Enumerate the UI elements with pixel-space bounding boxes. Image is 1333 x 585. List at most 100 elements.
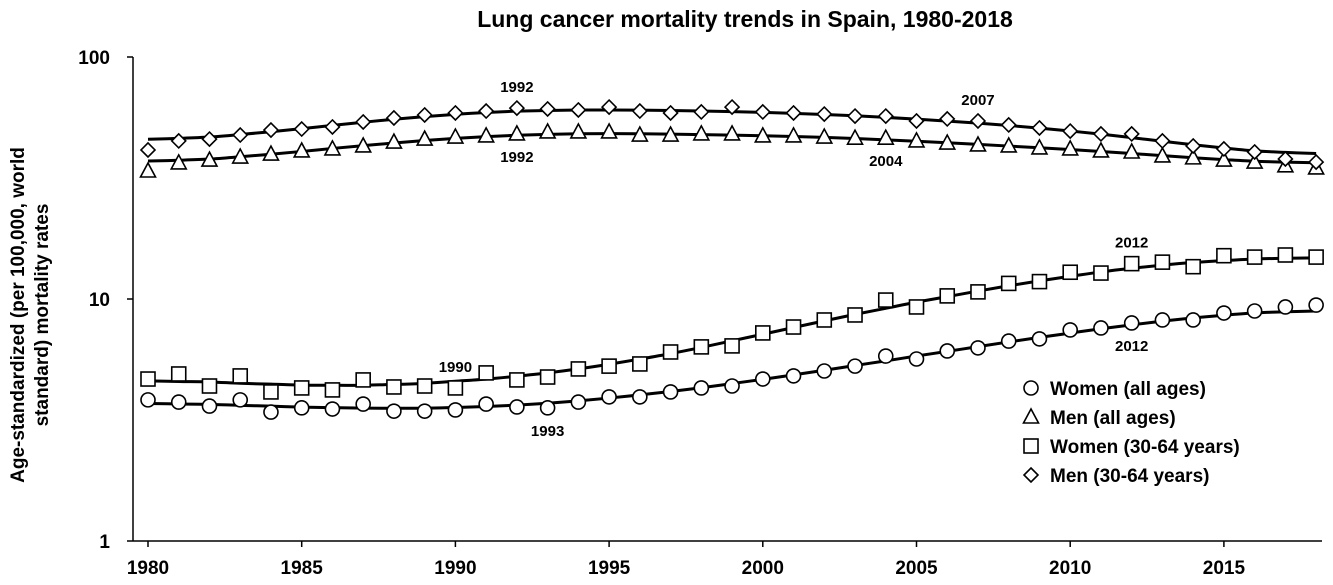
data-point-triangle — [292, 141, 311, 158]
data-point-diamond — [232, 126, 249, 144]
y-tick-label: 1 — [99, 532, 110, 553]
data-point-square — [754, 325, 771, 341]
data-point-square — [908, 299, 925, 315]
y-tick-label: 10 — [89, 290, 110, 311]
data-point-triangle — [600, 122, 618, 139]
x-tick-label: 2000 — [742, 558, 784, 579]
data-point-diamond — [1031, 119, 1048, 137]
data-point-circle — [539, 400, 556, 416]
data-point-diamond — [631, 102, 648, 120]
data-point-triangle — [876, 128, 895, 145]
legend-marker-triangle — [1022, 407, 1040, 424]
data-point-square — [877, 292, 894, 308]
data-point-diamond — [1154, 132, 1171, 150]
data-point-diamond — [508, 99, 526, 117]
x-tick-label: 1995 — [588, 558, 631, 579]
data-point-triangle — [415, 129, 434, 146]
legend-label: Men (all ages) — [1050, 408, 1176, 429]
data-point-square — [232, 368, 249, 384]
data-point-circle — [1185, 312, 1201, 328]
data-point-square — [1246, 249, 1263, 265]
data-point-triangle — [661, 125, 680, 142]
data-point-diamond — [201, 130, 218, 148]
data-point-triangle — [969, 135, 987, 152]
data-point-triangle — [1215, 150, 1233, 167]
data-point-circle — [447, 402, 464, 418]
data-point-circle — [1031, 331, 1048, 347]
data-point-diamond — [939, 110, 956, 128]
y-axis-label-line: Age-standardized (per 100,000, world — [8, 147, 29, 483]
data-point-square — [355, 372, 371, 388]
data-point-circle — [785, 368, 802, 384]
data-point-triangle — [1122, 142, 1141, 159]
x-tick-label: 2015 — [1203, 558, 1246, 579]
data-point-circle — [1216, 305, 1232, 321]
data-point-square — [970, 284, 986, 300]
data-point-triangle — [139, 161, 157, 178]
data-point-diamond — [1307, 153, 1325, 171]
data-point-circle — [1154, 312, 1171, 328]
data-point-square — [1093, 265, 1109, 281]
y-axis-label: Age-standardized (per 100,000, world stan… — [8, 147, 53, 483]
data-point-triangle — [1245, 152, 1264, 169]
joinpoint-annotation: 1992 — [500, 79, 533, 96]
joinpoint-annotation: 1993 — [531, 423, 564, 440]
data-point-diamond — [293, 120, 310, 138]
data-point-circle — [908, 351, 925, 367]
data-point-square — [601, 358, 617, 374]
data-point-square — [416, 378, 433, 394]
data-point-diamond — [139, 141, 157, 159]
data-point-square — [632, 356, 648, 372]
data-point-circle — [1308, 297, 1324, 313]
data-point-square — [1062, 264, 1078, 281]
data-point-triangle — [815, 127, 834, 144]
data-point-triangle — [385, 132, 403, 149]
data-point-diamond — [170, 132, 187, 150]
data-point-square — [170, 366, 187, 382]
data-point-triangle — [354, 136, 373, 153]
chart-title: Lung cancer mortality trends in Spain, 1… — [477, 6, 1013, 32]
data-point-diamond — [1092, 125, 1110, 143]
data-point-diamond — [416, 106, 433, 124]
data-point-square — [478, 365, 494, 381]
data-point-square — [263, 384, 279, 400]
joinpoint-annotation: 2012 — [1115, 338, 1148, 355]
data-point-diamond — [1185, 137, 1202, 155]
joinpoint-annotation: 1990 — [439, 359, 472, 376]
data-point-diamond — [600, 98, 618, 116]
data-point-diamond — [662, 104, 679, 122]
data-point-diamond — [846, 107, 864, 125]
data-point-diamond — [570, 101, 587, 119]
data-point-circle — [724, 378, 740, 394]
legend-label: Men (30-64 years) — [1050, 466, 1209, 487]
legend-marker-diamond — [1022, 466, 1040, 484]
data-point-triangle — [907, 131, 926, 148]
data-point-diamond — [1215, 140, 1233, 158]
legend-marker-circle — [1023, 380, 1039, 396]
data-point-square — [816, 312, 833, 328]
data-point-triangle — [723, 124, 741, 141]
data-point-diamond — [816, 105, 833, 123]
trend-line-square — [147, 256, 1317, 387]
data-point-square — [662, 344, 679, 360]
data-point-triangle — [477, 126, 495, 143]
data-point-triangle — [938, 133, 957, 150]
data-point-triangle — [692, 124, 711, 141]
data-point-circle — [509, 399, 525, 415]
data-point-square — [724, 338, 740, 354]
data-point-square — [570, 361, 587, 377]
data-point-circle — [1000, 333, 1017, 349]
data-point-circle — [201, 398, 218, 414]
data-point-square — [693, 339, 710, 355]
data-point-diamond — [1246, 143, 1263, 161]
data-point-diamond — [754, 103, 771, 121]
data-point-circle — [1093, 320, 1109, 336]
data-point-diamond — [262, 121, 280, 139]
data-point-square — [293, 380, 310, 396]
data-point-circle — [324, 401, 341, 417]
data-point-square — [1000, 275, 1017, 292]
data-point-square — [1308, 249, 1324, 265]
data-point-circle — [355, 396, 371, 412]
x-tick-label: 1980 — [127, 558, 169, 579]
data-point-circle — [847, 358, 863, 374]
